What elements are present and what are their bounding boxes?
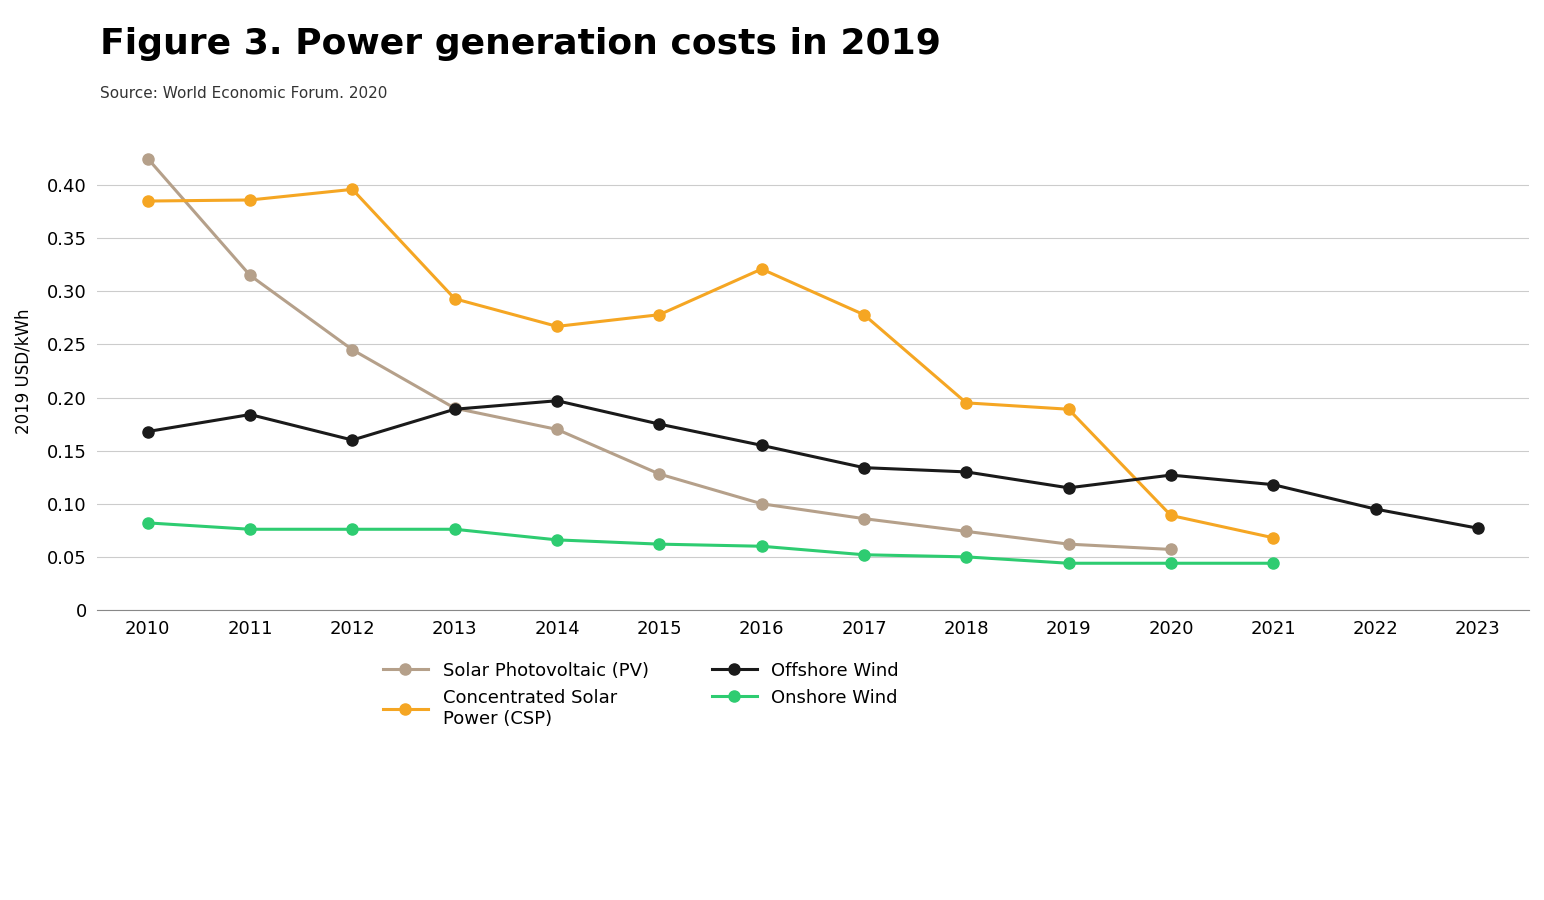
- Text: Figure 3. Power generation costs in 2019: Figure 3. Power generation costs in 2019: [100, 27, 942, 61]
- Y-axis label: 2019 USD/kWh: 2019 USD/kWh: [15, 308, 32, 434]
- Legend: Solar Photovoltaic (PV), Concentrated Solar
Power (CSP), Offshore Wind, Onshore : Solar Photovoltaic (PV), Concentrated So…: [375, 654, 906, 734]
- Text: Source: World Economic Forum. 2020: Source: World Economic Forum. 2020: [100, 86, 388, 101]
